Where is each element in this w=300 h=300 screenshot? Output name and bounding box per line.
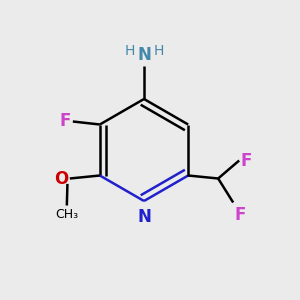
Text: O: O xyxy=(54,169,68,188)
Text: CH₃: CH₃ xyxy=(55,208,78,221)
Text: H: H xyxy=(153,44,164,58)
Text: N: N xyxy=(137,208,151,226)
Text: F: F xyxy=(59,112,70,130)
Text: F: F xyxy=(241,152,252,169)
Text: H: H xyxy=(124,44,135,58)
Text: F: F xyxy=(235,206,246,224)
Text: N: N xyxy=(137,46,151,64)
